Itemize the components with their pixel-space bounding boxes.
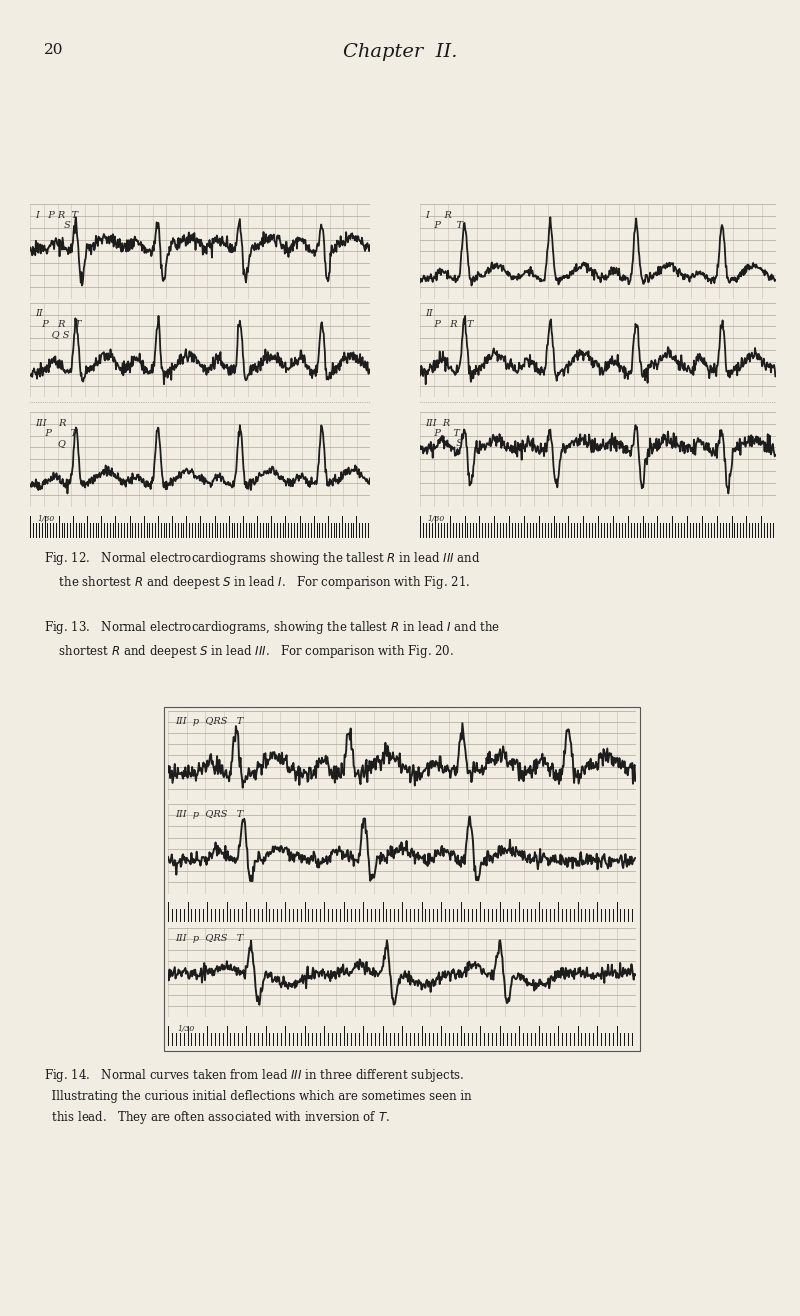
Text: III  p  QRS   T: III p QRS T: [175, 811, 243, 820]
Text: III  R
   P    T
          S: III R P T S: [426, 418, 463, 449]
Text: 20: 20: [44, 43, 63, 58]
Text: II
   P   R   T: II P R T: [426, 309, 474, 329]
Text: Fig. 13.   Normal electrocardiograms, showing the tallest $R$ in lead $I$ and th: Fig. 13. Normal electrocardiograms, show…: [44, 619, 500, 659]
Text: III  p  QRS   T: III p QRS T: [175, 717, 243, 726]
Text: I   P R  T
         S: I P R T S: [35, 211, 78, 230]
Text: Chapter  II.: Chapter II.: [342, 43, 458, 62]
Text: III    R
   P      T
       Q: III R P T Q: [35, 418, 77, 449]
Text: Fig. 12.   Normal electrocardiograms showing the tallest $R$ in lead $III$ and
 : Fig. 12. Normal electrocardiograms showi…: [44, 550, 481, 591]
Text: 1/30: 1/30: [427, 515, 444, 522]
Text: II
  P   R   T
     Q S: II P R T Q S: [35, 309, 81, 340]
Text: I     R
   P     T: I R P T: [426, 211, 463, 230]
Text: 1/30: 1/30: [178, 1025, 194, 1033]
Text: 1/30: 1/30: [37, 515, 54, 522]
Text: III  p  QRS   T: III p QRS T: [175, 934, 243, 944]
Text: Fig. 14.   Normal curves taken from lead $III$ in three different subjects.
  Il: Fig. 14. Normal curves taken from lead $…: [44, 1067, 472, 1126]
